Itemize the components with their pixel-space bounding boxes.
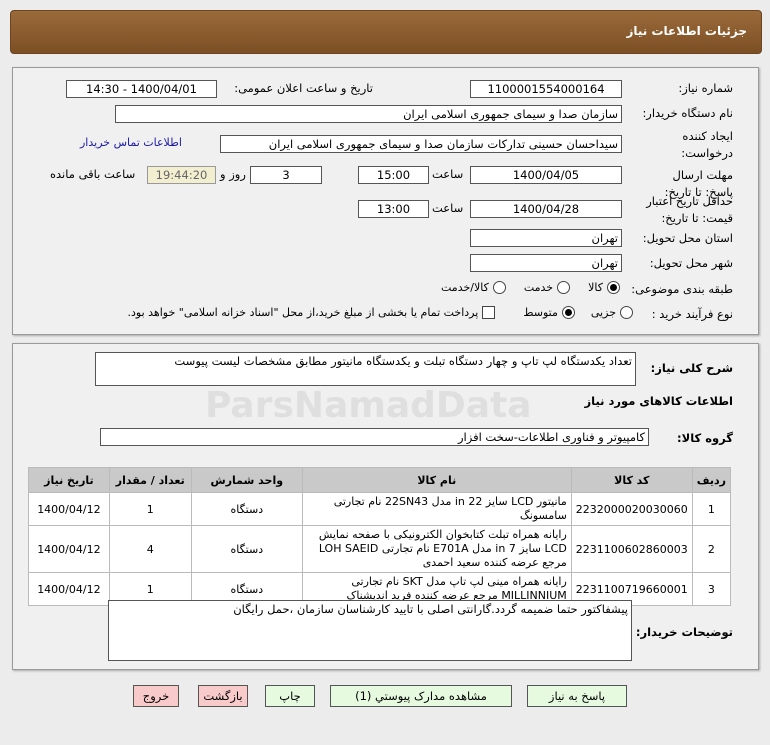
cell-date: 1400/04/12: [28, 572, 110, 606]
deadline-date-field: 1400/04/05: [470, 166, 622, 184]
cell-qty: 4: [108, 525, 192, 573]
category-option-both[interactable]: کالا/خدمت: [441, 281, 506, 294]
buyer-field: سازمان صدا و سیمای جمهوری اسلامی ایران: [115, 105, 622, 123]
cell-name: مانیتور LCD سایز 22 in مدل 22SN43 نام تج…: [301, 492, 572, 526]
radio-selected-icon[interactable]: [561, 306, 575, 319]
col-unit: واحد شمارش: [190, 467, 303, 493]
remaining-label: ساعت باقی مانده: [50, 167, 136, 181]
col-row: ردیف: [691, 467, 732, 493]
buyer-notes-label: توضیحات خریدار:: [635, 625, 733, 639]
deadline-time-field: 15:00: [358, 166, 429, 184]
need-number-field: 1100001554000164: [470, 80, 622, 98]
page-header: جزئیات اطلاعات نیاز: [10, 10, 762, 54]
days-field: 3: [250, 166, 322, 184]
group-field: کامپیوتر و فناوری اطلاعات-سخت افزار: [100, 428, 649, 446]
deadline-time-label: ساعت: [432, 167, 464, 181]
cell-qty: 1: [108, 492, 192, 526]
goods-table: ردیف کد کالا نام کالا واحد شمارش تعداد /…: [28, 467, 732, 606]
cell-row: 2: [691, 525, 732, 573]
radio-icon[interactable]: [620, 306, 633, 319]
option-label: کالا: [588, 281, 603, 294]
cell-code: 2232000020030060: [570, 492, 693, 526]
view-attachments-button[interactable]: مشاهده مدارک پیوستي (1): [330, 685, 512, 707]
payment-note: پرداخت تمام یا بخشی از مبلغ خرید،از محل …: [127, 306, 479, 319]
remaining-time-field: 19:44:20: [147, 166, 216, 184]
description-field: تعداد یکدستگاه لپ تاپ و چهار دستگاه تبلت…: [95, 352, 636, 386]
option-label: کالا/خدمت: [441, 281, 489, 294]
cell-name: رایانه همراه تبلت کتابخوان الکترونیکی با…: [301, 525, 572, 573]
province-field: تهران: [470, 229, 622, 247]
validity-time-label: ساعت: [432, 201, 464, 215]
radio-selected-icon[interactable]: [607, 281, 620, 294]
col-qty: تعداد / مقدار: [108, 467, 192, 493]
validity-time-field: 13:00: [358, 200, 429, 218]
creator-field: سیداحسان حسینی تدارکات سازمان صدا و سیما…: [220, 135, 622, 153]
cell-unit: دستگاه: [190, 525, 303, 573]
validity-label: حداقل تاریخ اعتبار قیمت: تا تاریخ:: [646, 194, 733, 225]
category-option-service[interactable]: خدمت: [523, 281, 571, 294]
group-label: گروه کالا:: [677, 431, 733, 445]
reply-button[interactable]: پاسخ به نیاز: [527, 685, 627, 707]
exit-button[interactable]: خروج: [133, 685, 179, 707]
category-label: طبقه بندی موضوعی:: [631, 282, 733, 296]
page-title: جزئیات اطلاعات نیاز: [626, 24, 747, 38]
option-label: متوسط: [523, 306, 558, 319]
cell-unit: دستگاه: [190, 492, 303, 526]
announce-field: 1400/04/01 - 14:30: [66, 80, 217, 98]
city-field: تهران: [470, 254, 622, 272]
validity-date-field: 1400/04/28: [470, 200, 622, 218]
description-label: شرح کلی نیاز:: [650, 361, 733, 375]
checkbox-icon[interactable]: [482, 306, 496, 319]
col-name: نام کالا: [301, 467, 572, 493]
province-label: استان محل تحویل:: [642, 231, 733, 245]
radio-icon[interactable]: [557, 281, 571, 294]
cell-date: 1400/04/12: [28, 525, 110, 573]
city-label: شهر محل تحویل:: [649, 256, 733, 270]
creator-label: ایجاد کننده درخواست:: [681, 129, 733, 160]
treasury-payment-checkbox[interactable]: پرداخت تمام یا بخشی از مبلغ خرید،از محل …: [128, 306, 496, 319]
table-row: 2 2231100602860003 رایانه همراه تبلت کتا…: [28, 525, 732, 573]
table-row: 1 2232000020030060 مانیتور LCD سایز 22 i…: [28, 492, 732, 526]
deadline-label: مهلت ارسال پاسخ: تا تاریخ:: [664, 168, 733, 199]
days-label: روز و: [220, 167, 246, 181]
need-number-label: شماره نیاز:: [678, 81, 733, 95]
announce-label: تاریخ و ساعت اعلان عمومی:: [234, 81, 373, 95]
category-option-goods[interactable]: کالا: [588, 281, 620, 294]
process-label: نوع فرآیند خرید :: [651, 307, 733, 321]
cell-row: 3: [691, 572, 732, 606]
process-option-minor[interactable]: جزیی: [591, 306, 633, 319]
print-button[interactable]: چاپ: [265, 685, 315, 707]
back-button[interactable]: بازگشت: [198, 685, 248, 707]
option-label: خدمت: [523, 281, 554, 294]
buyer-label: نام دستگاه خریدار:: [642, 106, 733, 120]
process-option-medium[interactable]: متوسط: [523, 306, 575, 319]
col-date: تاریخ نیاز: [28, 467, 110, 493]
option-label: جزیی: [590, 306, 616, 319]
radio-icon[interactable]: [492, 281, 506, 294]
buyer-notes-field: پیشفاکتور حتما ضمیمه گردد.گارانتی اصلی ب…: [108, 600, 632, 661]
cell-row: 1: [691, 492, 732, 526]
contact-info-link[interactable]: اطلاعات تماس خریدار: [80, 136, 182, 149]
cell-date: 1400/04/12: [28, 492, 110, 526]
col-code: کد کالا: [570, 467, 693, 493]
goods-section-title: اطلاعات کالاهای مورد نیاز: [584, 394, 733, 408]
cell-code: 2231100602860003: [570, 525, 693, 573]
